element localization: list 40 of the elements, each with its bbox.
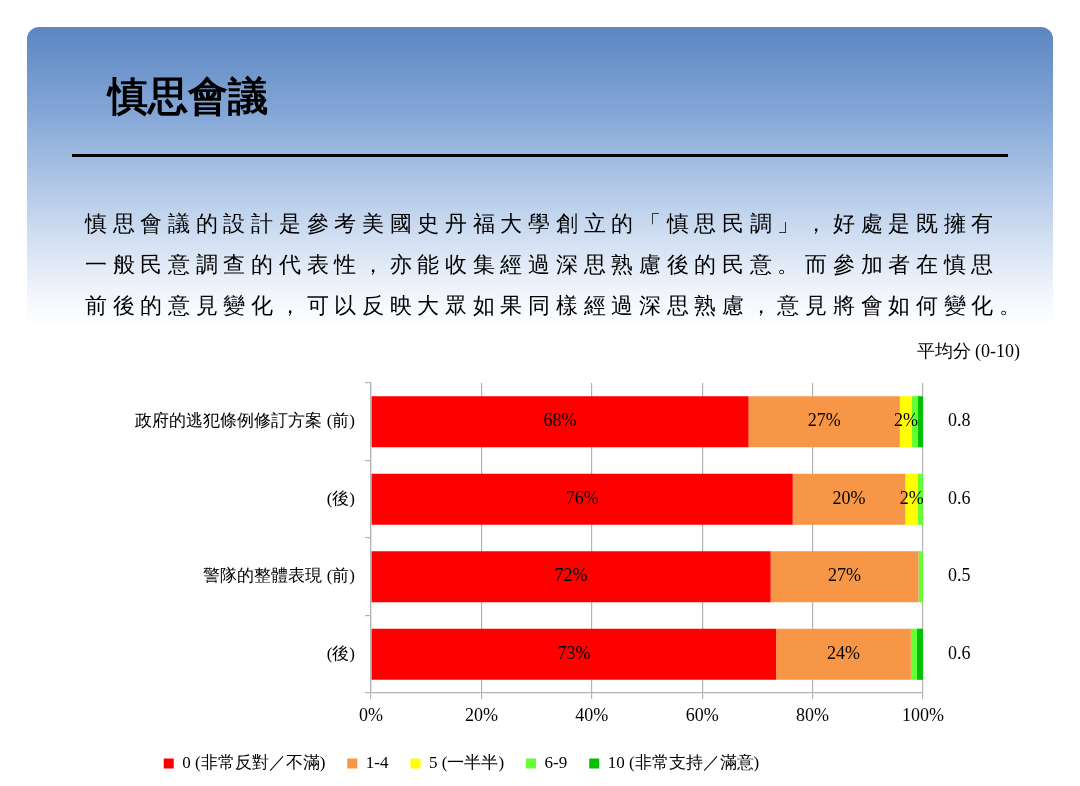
bar — [371, 628, 777, 680]
y-tick-label: 警隊的整體表現 (前) — [203, 566, 355, 586]
legend-label: 5 (一半半) — [428, 752, 505, 772]
bar — [371, 551, 771, 603]
data-label: 27% — [828, 565, 862, 586]
x-tick-label: 20% — [464, 704, 498, 725]
x-tick-label: 40% — [575, 704, 609, 725]
bar — [371, 473, 793, 525]
y-tick-label: (後) — [326, 643, 355, 663]
bar — [918, 551, 923, 603]
bar — [917, 396, 923, 448]
bar — [770, 551, 919, 603]
text: 0.6 — [948, 642, 971, 663]
data-label: 72% — [554, 565, 588, 586]
text: 0.8 — [948, 410, 971, 431]
text: 0.6 — [948, 487, 971, 508]
bar — [776, 628, 911, 680]
text: 平均分 (0-10) — [916, 340, 1020, 362]
bar — [916, 628, 923, 680]
chart-subtitle: 慎思會議的設計是參考美國史丹福大學創立的「慎思民調」，好處是既擁有一般民意調查的代表性，亦能收集經過深思熟慮後的民意。而參加者在慎思前後的意見變化，可以反映大眾如果同樣經過深思熟慮，意見將會如何變化。 — [85, 210, 1027, 320]
data-label: 24% — [827, 642, 861, 663]
x-tick-label: 60% — [685, 704, 719, 725]
data-label: 73% — [557, 642, 591, 663]
legend-label: 6-9 — [544, 752, 568, 772]
x-tick-label: 100% — [902, 704, 944, 725]
legend-label: 10 (非常支持／滿意) — [607, 752, 760, 772]
y-tick-label: 政府的逃犯條例修訂方案 (前) — [135, 411, 355, 431]
bar — [910, 628, 917, 680]
data-label: 20% — [832, 487, 866, 508]
bar — [371, 396, 749, 448]
x-tick-label: 80% — [796, 704, 830, 725]
data-label: 68% — [543, 410, 577, 431]
data-label: 27% — [807, 410, 841, 431]
chart-title: 慎思會議 — [108, 73, 268, 121]
legend-label: 1-4 — [365, 752, 389, 772]
data-label: 76% — [565, 487, 599, 508]
y-tick-label: (後) — [326, 488, 355, 508]
text: 0.5 — [948, 565, 971, 586]
legend-label: 0 (非常反對／不滿) — [182, 752, 326, 772]
x-tick-label: 0% — [359, 704, 383, 725]
